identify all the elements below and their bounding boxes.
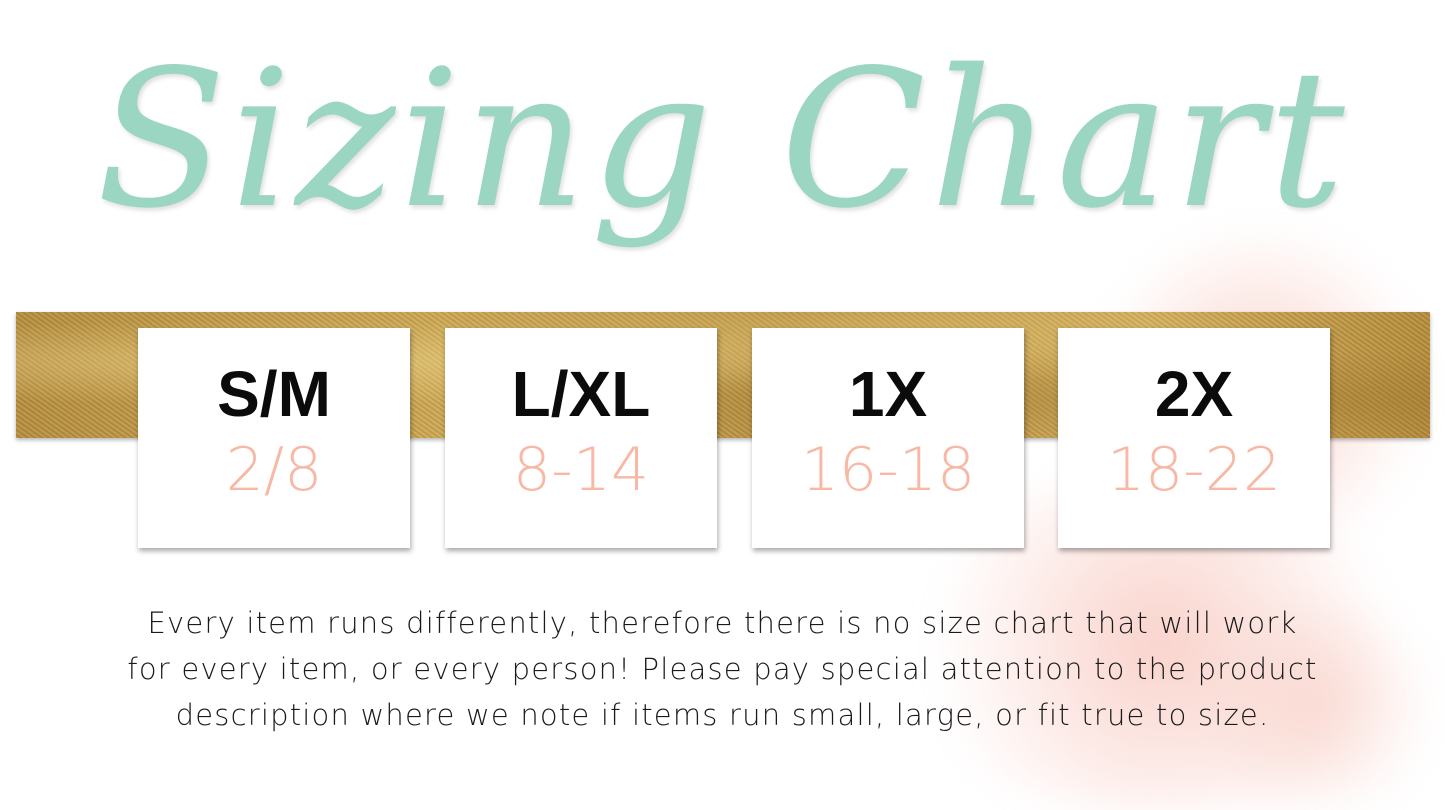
note-line: description where we note if items run s… (175, 698, 1270, 732)
note-line: for every item, or every person! Please … (127, 652, 1318, 686)
size-card: 1X 16-18 (752, 328, 1024, 548)
size-card: S/M 2/8 (138, 328, 410, 548)
sizing-note: Every item runs differently, therefore t… (0, 600, 1445, 738)
size-label: S/M (217, 358, 331, 430)
size-card: L/XL 8-14 (445, 328, 717, 548)
size-range: 8-14 (512, 435, 650, 505)
size-range: 16-18 (800, 435, 976, 505)
size-range: 18-22 (1106, 435, 1282, 505)
page-title: Sizing Chart (96, 29, 1349, 250)
size-label: L/XL (511, 358, 651, 430)
size-label: 2X (1154, 358, 1234, 430)
size-range: 2/8 (225, 435, 323, 505)
size-label: 1X (848, 358, 928, 430)
size-card: 2X 18-22 (1058, 328, 1330, 548)
note-line: Every item runs differently, therefore t… (147, 606, 1298, 640)
